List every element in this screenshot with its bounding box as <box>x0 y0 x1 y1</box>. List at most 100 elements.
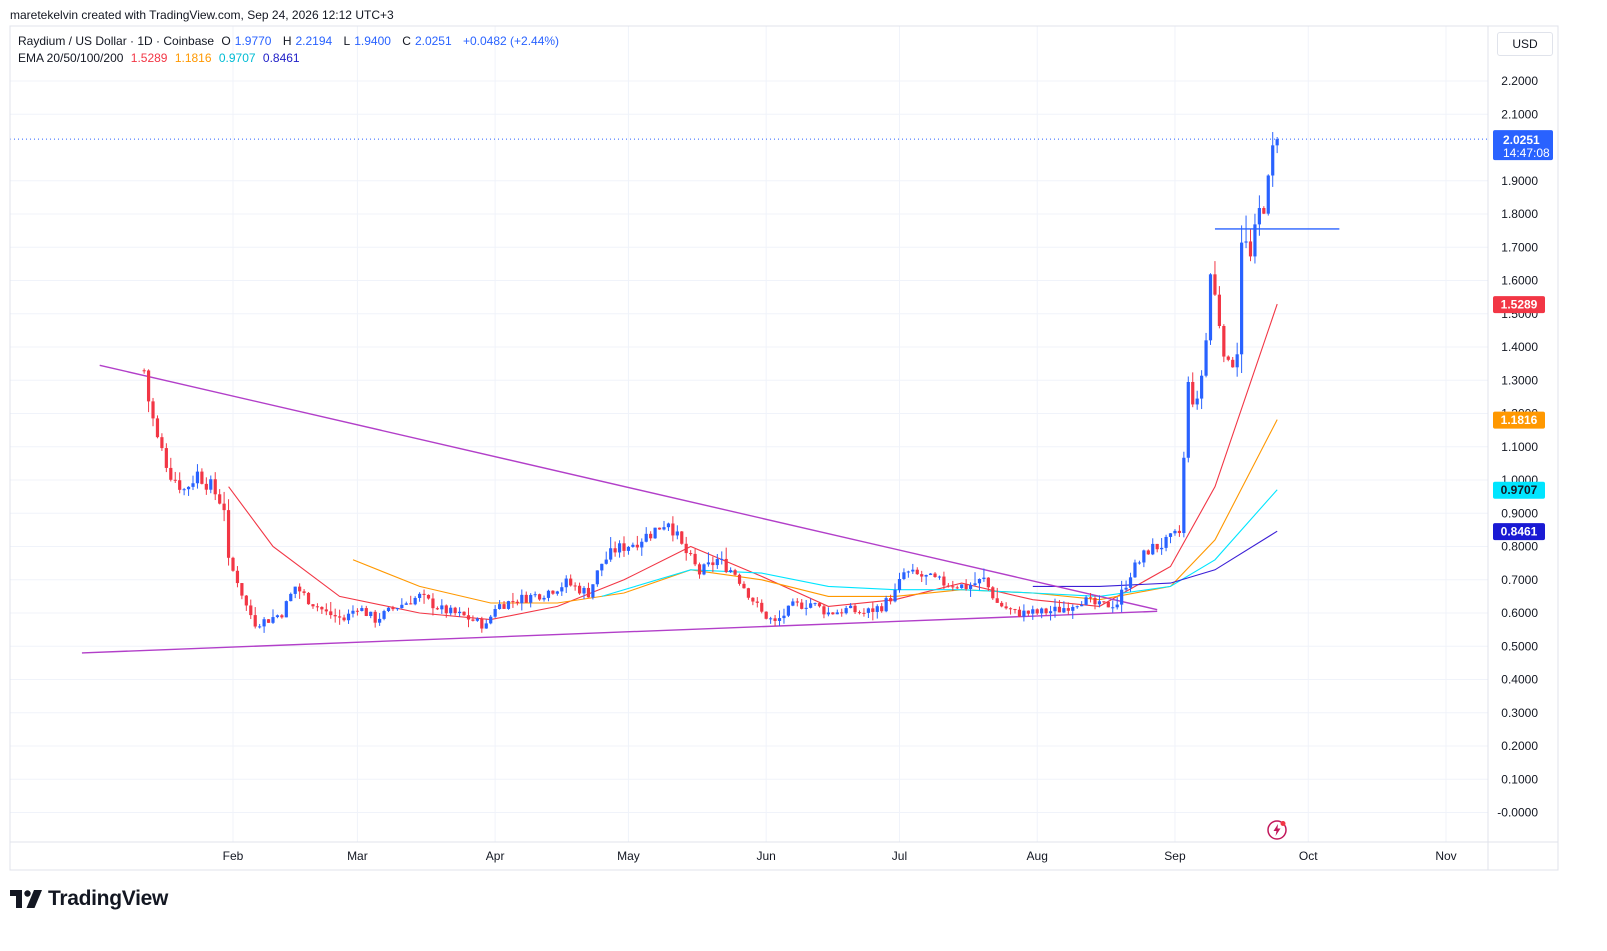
candle-body <box>146 370 151 402</box>
candle-body <box>933 573 937 578</box>
candle-body <box>204 483 208 490</box>
ema-price-tag <box>1493 523 1545 541</box>
candle-body <box>791 601 795 606</box>
candle-body <box>609 548 613 560</box>
candle-body <box>458 611 462 614</box>
candle-body <box>497 604 502 610</box>
candle-body <box>249 605 253 616</box>
candle-body <box>1097 601 1102 605</box>
x-tick-label: Mar <box>347 849 368 863</box>
candle-body <box>391 607 395 610</box>
ema-price-tag-label: 1.1816 <box>1501 413 1538 427</box>
candle-body <box>1017 609 1022 617</box>
tradingview-logo[interactable]: TradingView <box>10 886 168 912</box>
high-value: 2.2194 <box>295 34 333 48</box>
candle-body <box>1240 242 1244 355</box>
x-tick-label: Apr <box>486 849 505 863</box>
candle-body <box>484 623 488 629</box>
candle-body <box>1222 325 1226 357</box>
candle-body <box>462 611 466 616</box>
candle-body <box>471 619 475 621</box>
candle-body <box>395 608 399 610</box>
candle-body <box>920 574 924 577</box>
candle-body <box>835 612 839 615</box>
y-tick-label: 1.8000 <box>1501 207 1538 221</box>
candle-body <box>591 584 595 598</box>
candle-body <box>1217 294 1221 326</box>
high-label: H <box>282 34 292 48</box>
ema-price-tag-label: 0.8461 <box>1501 525 1538 539</box>
candle-body <box>1044 608 1048 614</box>
candle-body <box>1151 543 1155 555</box>
candle-body <box>964 584 968 589</box>
candle-body <box>844 608 848 614</box>
y-tick-label: 0.9000 <box>1501 506 1538 520</box>
candle-body <box>1013 609 1017 611</box>
candle-body <box>742 583 746 589</box>
candle-body <box>711 562 715 566</box>
candle-body <box>271 617 275 623</box>
candle-body <box>493 609 497 617</box>
candle-body <box>777 618 782 621</box>
candle-body <box>489 616 493 624</box>
ema100-line <box>601 489 1278 597</box>
candle-body <box>680 531 684 544</box>
flash-icon[interactable] <box>1266 819 1288 841</box>
candle-body <box>622 543 626 551</box>
candle-body <box>1057 606 1062 613</box>
candle-body <box>453 607 457 614</box>
y-tick-label: 1.6000 <box>1501 274 1538 288</box>
candle-body <box>755 601 759 603</box>
candle-body <box>226 510 231 558</box>
candle-body <box>746 588 751 598</box>
candle-body <box>555 591 559 594</box>
candle-body <box>315 606 320 608</box>
candle-body <box>813 603 817 605</box>
candle-body <box>542 597 546 600</box>
y-tick-label: 1.7000 <box>1501 240 1538 254</box>
trendline-drawings[interactable] <box>81 228 1340 654</box>
candle-body <box>342 617 346 621</box>
candle-body <box>888 598 893 602</box>
symbol-legend[interactable]: Raydium / US Dollar · 1D · Coinbase O 1.9… <box>18 34 563 48</box>
candle-body <box>1124 587 1128 590</box>
candle-body <box>911 569 915 572</box>
candle-body <box>1213 274 1217 295</box>
open-value: 1.9770 <box>234 34 272 48</box>
candle-body <box>222 503 226 511</box>
candle-body <box>831 612 835 615</box>
candle-body <box>1155 543 1159 550</box>
candle-body <box>1088 597 1093 599</box>
candle-body <box>564 578 568 588</box>
axes: 2.20002.10001.90001.80001.70001.60001.50… <box>223 74 1539 863</box>
candle-body <box>928 573 933 576</box>
candle-body <box>1075 606 1079 608</box>
last-price-countdown: 14:47:08 <box>1503 146 1550 160</box>
candle-body <box>666 523 671 528</box>
candle-body <box>1120 589 1124 605</box>
currency-button[interactable]: USD <box>1497 32 1553 56</box>
candle-body <box>955 587 959 589</box>
candle-body <box>733 570 737 575</box>
candle-body <box>702 564 706 575</box>
candle-body <box>302 591 306 593</box>
candle-body <box>1271 145 1275 176</box>
candle-body <box>1035 609 1039 614</box>
candle-body <box>435 608 439 610</box>
candle-body <box>1008 608 1013 610</box>
y-tick-label: 1.3000 <box>1501 373 1538 387</box>
candle-body <box>1040 608 1044 614</box>
ema-legend[interactable]: EMA 20/50/100/200 1.5289 1.1816 0.9707 0… <box>18 51 304 65</box>
candle-body <box>1226 356 1230 360</box>
y-tick-label: 2.1000 <box>1501 107 1538 121</box>
candle-body <box>1000 602 1004 607</box>
candle-body <box>195 471 200 484</box>
candle-body <box>724 558 728 573</box>
candle-body <box>1071 606 1075 611</box>
candle-body <box>942 576 946 586</box>
ema50-value: 1.1816 <box>174 51 212 65</box>
candle-body <box>977 578 982 584</box>
candle-body <box>880 606 884 612</box>
candle-body <box>853 605 857 613</box>
